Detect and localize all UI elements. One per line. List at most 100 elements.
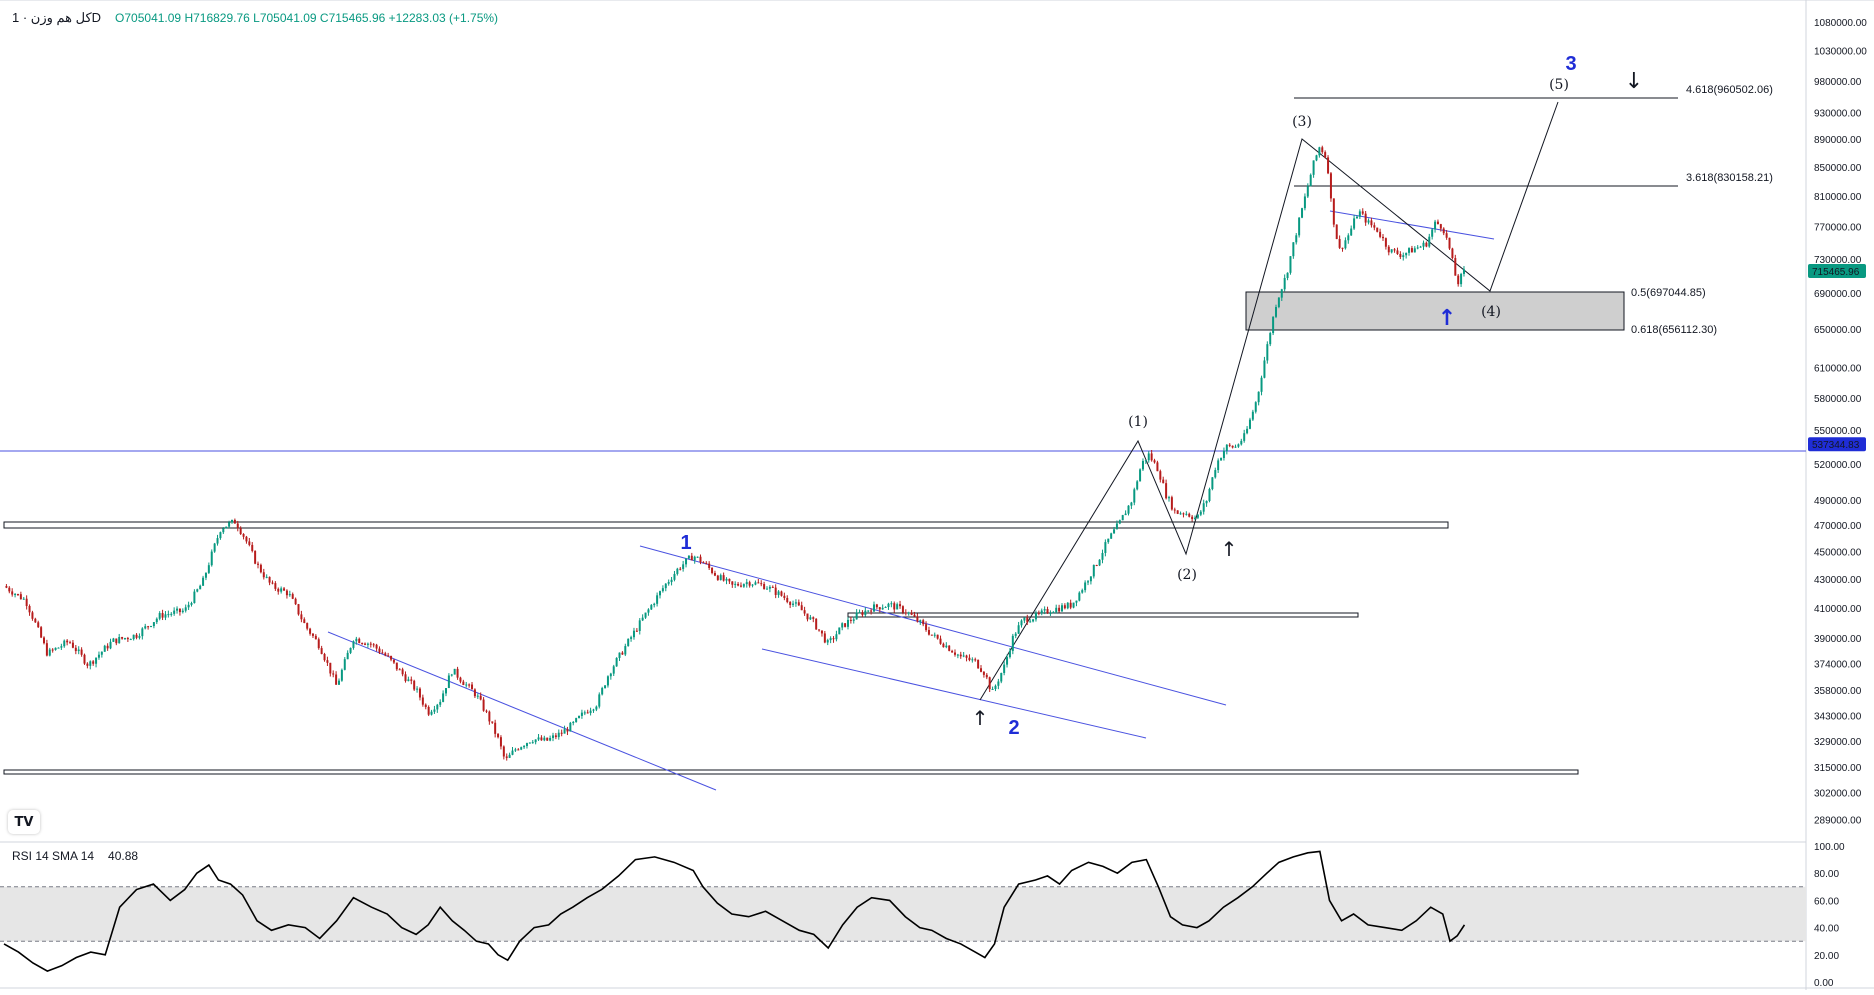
candle-body [1361,211,1364,214]
tradingview-logo-icon[interactable]: TV [8,810,40,834]
candle-body [725,578,728,581]
candle-body [176,608,179,611]
candle-body [468,684,471,686]
candle-body [985,674,988,678]
symbol-title[interactable]: كل هم وزن · 1D [12,10,102,25]
candle-body [1225,444,1228,451]
candle-body [453,668,456,675]
candle-body [1289,256,1292,273]
candle-body [1324,152,1327,158]
candle-body [320,648,323,654]
channel-line-a[interactable] [327,631,717,791]
candle-body [340,669,343,681]
candle-body [1101,552,1104,560]
candle-body [742,584,745,587]
candle-body [563,729,566,734]
candle-body [16,594,19,596]
candle-body [887,603,890,607]
candle-body [849,619,852,621]
candle-body [719,575,722,580]
candle-body [988,677,991,690]
candle-body [1439,224,1442,229]
candle-body [436,704,439,710]
candle-body [80,649,83,655]
candle-body [213,543,216,552]
candle-body [1350,228,1353,236]
current-price-label: 715465.96 [1812,267,1860,278]
candle-body [1451,248,1454,259]
candle-body [155,618,158,623]
candle-body [1254,402,1257,412]
candle-body [1156,462,1159,472]
candle-body [459,677,462,682]
candle-body [968,657,971,661]
candle-body [1075,600,1078,603]
candle-body [505,756,508,758]
candle-body [1000,673,1003,682]
candle-body [913,614,916,617]
candle-body [1257,391,1260,403]
candle-body [826,640,829,643]
candle-body [650,605,653,610]
resistance-box-410[interactable] [847,612,1359,618]
candle-body [1130,502,1133,506]
candle-body [760,583,763,585]
candle-body [1295,235,1298,243]
candle-body [1445,233,1448,238]
candle-body [1283,278,1286,290]
candle-body [818,629,821,631]
candle-body [1355,216,1358,219]
channel-line-b-upper[interactable] [639,545,1227,706]
candle-body [144,626,147,629]
price-axis[interactable]: 1080000.00 1030000.00 980000.00 930000.00 89… [1808,18,1867,826]
candle-body [147,626,150,628]
candle-body [1422,242,1425,247]
candle-body [586,712,589,714]
resistance-box-470[interactable] [3,521,1449,529]
candle-body [792,603,795,605]
candle-body [236,523,239,529]
candle-body [19,594,22,600]
candle-body [8,587,11,592]
candle-body [551,735,554,738]
candle-body [106,645,109,649]
candle-body [1454,258,1457,276]
candle-body [230,519,233,523]
candle-body [121,637,124,639]
candle-body [494,722,497,734]
candle-body [780,591,783,596]
candle-body [421,697,424,705]
candle-body [1338,238,1341,248]
rsi-title[interactable]: RSI 14 SMA 14 [12,849,95,863]
candle-body [358,638,361,644]
support-box-315[interactable] [3,769,1579,775]
candle-body [1006,657,1009,665]
candle-body [572,722,575,724]
candle-body [771,586,774,588]
rsi-pane[interactable]: 100.00 80.00 60.00 40.00 20.00 0.00 [0,842,1845,989]
channel-line-b-lower[interactable] [761,648,1147,739]
candle-body [369,643,372,645]
candle-body [473,689,476,697]
candle-body [1448,237,1451,249]
candle-body [424,704,427,707]
candle-body [14,594,17,596]
candle-body [1058,607,1061,612]
candle-body [95,657,98,664]
candle-body [1173,509,1176,511]
candle-body [797,602,800,606]
candle-body [323,653,326,661]
fib-zone-box[interactable] [1245,291,1625,331]
elliott-wave-path[interactable] [979,101,1559,701]
candle-body [40,627,43,638]
candle-body [534,739,537,743]
candle-body [997,681,1000,686]
candle-body [138,636,141,638]
candle-body [878,607,881,610]
candle-body [491,721,494,723]
candle-body [722,575,725,581]
candle-body [1008,650,1011,658]
candle-body [1384,238,1387,247]
